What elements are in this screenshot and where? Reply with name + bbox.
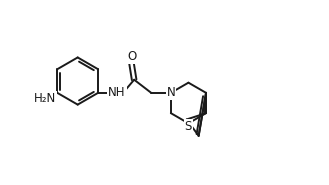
Text: N: N <box>166 86 175 99</box>
Text: S: S <box>185 120 192 133</box>
Text: H₂N: H₂N <box>34 92 56 105</box>
Text: NH: NH <box>108 86 126 99</box>
Text: O: O <box>127 50 136 63</box>
